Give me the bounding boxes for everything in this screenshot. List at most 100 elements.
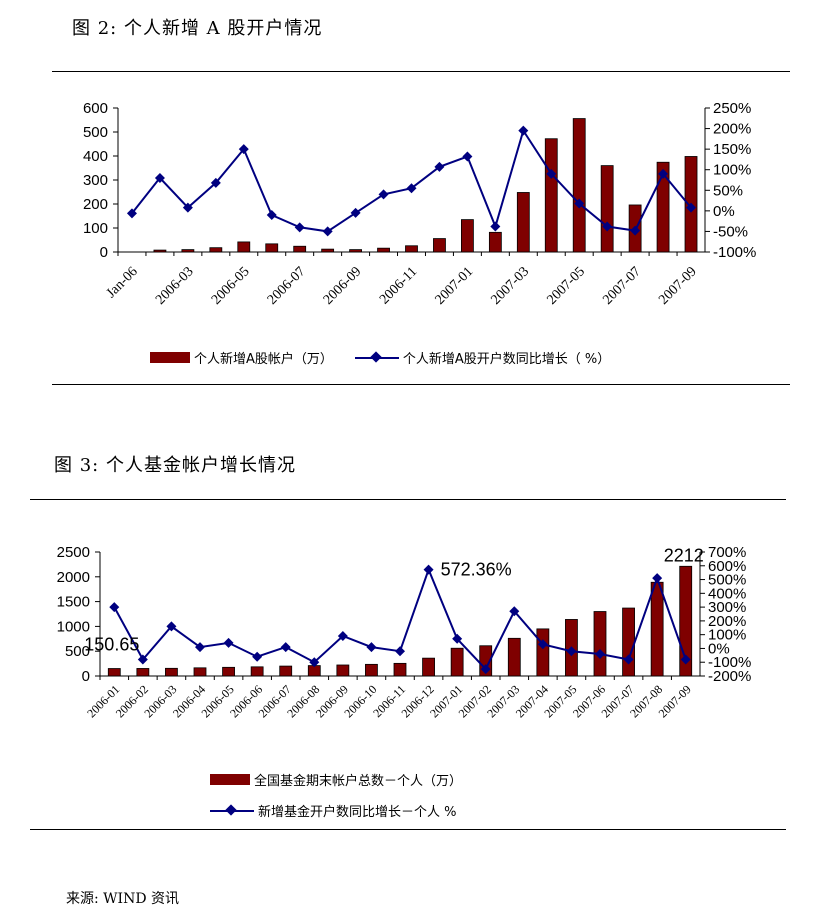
chart1-bar [516, 192, 530, 253]
chart1-x-tick-label: 2007-07 [600, 264, 644, 308]
figure3-bottom-rule [30, 829, 786, 830]
chart2-point [595, 648, 605, 659]
chart2-right-tick-label: 100% [708, 627, 746, 644]
source-note: 来源: WIND 资讯 [66, 891, 180, 907]
chart1-point [518, 125, 529, 136]
chart2-left-tick-label: 1500 [57, 594, 90, 611]
chart1-x-tick-label: 2007-01 [433, 264, 477, 308]
bar-swatch-icon [210, 774, 250, 785]
chart1-point [602, 221, 613, 232]
chart2-peak-growth-label: 572.36% [441, 560, 512, 580]
chart1-x-tick-label: 2006-07 [265, 264, 309, 308]
chart2-legend-line: 新增基金开户数同比增长－个人 % [210, 801, 462, 820]
line-diamond-swatch-icon [210, 805, 254, 817]
chart1-x-tick-label: 2007-03 [489, 264, 533, 308]
figure2-top-rule [52, 71, 790, 72]
chart1-point [294, 222, 305, 233]
chart2-bar [365, 663, 378, 677]
chart2-point [480, 664, 491, 675]
chart1-x-tick-label: 2006-03 [153, 264, 197, 308]
chart2-point [452, 633, 463, 644]
figure3-top-rule [30, 499, 786, 500]
chart1-bar [209, 247, 223, 253]
line-diamond-swatch-icon [354, 352, 399, 364]
chart2-bar [136, 668, 150, 677]
chart2-legend-bars: 全国基金期末帐户总数－个人（万） [210, 770, 462, 789]
chart2-bar [450, 647, 464, 677]
chart1-point [574, 198, 585, 209]
chart1-legend-line-label: 个人新增A股开户数同比增长（ %） [402, 352, 611, 367]
chart1-left-tick-label: 600 [83, 100, 108, 117]
chart2-bar [336, 664, 350, 677]
chart1-bar [600, 165, 614, 253]
chart1-bar [461, 219, 474, 253]
chart2-right-tick-label: 300% [708, 599, 746, 616]
chart2-point [652, 573, 663, 584]
chart2-bar [536, 628, 550, 677]
chart2-right-tick-label: 500% [708, 572, 746, 589]
chart1-point [378, 189, 389, 200]
chart1-point [126, 208, 137, 219]
chart2-bar [650, 581, 664, 677]
chart2-point [280, 642, 291, 653]
chart1-x-tick-label: 2006-11 [377, 264, 420, 307]
chart1-left-tick-label: 300 [83, 172, 108, 189]
chart2-legend: 全国基金期末帐户总数－个人（万） 新增基金开户数同比增长－个人 % [210, 770, 462, 832]
chart1-bar [405, 245, 418, 253]
chart2-right-tick-label: 0% [708, 640, 730, 657]
chart1-x-tick-label: Jan-06 [104, 264, 141, 301]
chart1-left-tick-label: 100 [83, 220, 108, 237]
chart1-x-tick-label: 2006-05 [209, 264, 253, 308]
chart1-right-tick-label: 50% [713, 182, 743, 199]
chart2-point [309, 657, 320, 668]
chart1-right-tick-label: 0% [713, 203, 735, 220]
chart1-right-tick-label: -50% [713, 223, 748, 240]
chart2-bar [422, 657, 435, 677]
chart1-x-tick-label: 2007-05 [544, 264, 588, 308]
chart2-left-tick-label: 500 [65, 643, 90, 660]
chart1-bar [321, 248, 335, 253]
chart2-point [509, 606, 520, 617]
chart1-point [658, 168, 669, 179]
chart1-left-tick-label: 500 [83, 124, 108, 141]
chart1-x-tick-label: 2006-09 [321, 264, 365, 308]
chart1-legend: 个人新增A股帐户（万） 个人新增A股开户数同比增长（ %） [150, 348, 610, 367]
chart2-bar [279, 665, 293, 677]
chart1-point [322, 226, 333, 237]
chart1-point [546, 168, 557, 179]
chart1-left-tick-label: 200 [83, 196, 108, 213]
chart2-first-bar-label: 150.65 [84, 635, 139, 655]
chart2-point [166, 621, 177, 632]
chart1-point [630, 225, 641, 236]
chart2-bar [593, 611, 607, 677]
chart2-left-tick-label: 0 [82, 668, 90, 685]
chart2-right-tick-label: 700% [708, 544, 746, 561]
chart1-right-tick-label: 200% [713, 121, 751, 138]
chart1-bar [377, 247, 390, 253]
chart2-left-tick-label: 2000 [57, 569, 90, 586]
chart2-point [680, 654, 691, 665]
chart1-legend-bars: 个人新增A股帐户（万） [150, 348, 333, 367]
chart1-point [266, 209, 277, 220]
chart1-bar [181, 249, 195, 253]
chart2-point [423, 564, 434, 575]
chart2-right-tick-label: -100% [708, 654, 751, 671]
chart2-point [537, 639, 548, 650]
chart1-right-tick-label: 250% [713, 100, 751, 117]
chart1-point [154, 172, 165, 183]
chart1-x-tick-label: 2007-09 [656, 264, 700, 308]
chart2-bar [222, 666, 235, 677]
chart2-bar [507, 637, 521, 677]
chart2-x-tick-label: 2007-09 [656, 682, 694, 720]
chart1-point [182, 202, 193, 213]
chart2-point [623, 654, 634, 665]
chart1-bar [572, 118, 586, 253]
chart2-last-bar-label: 2212 [664, 545, 704, 565]
chart2-point [137, 654, 148, 665]
chart1-point [462, 151, 473, 162]
chart1-bar [433, 238, 446, 253]
chart1-point [406, 183, 417, 194]
chart1-bar [293, 245, 307, 253]
chart2-right-tick-label: 200% [708, 613, 746, 630]
chart1-bar [656, 161, 670, 253]
